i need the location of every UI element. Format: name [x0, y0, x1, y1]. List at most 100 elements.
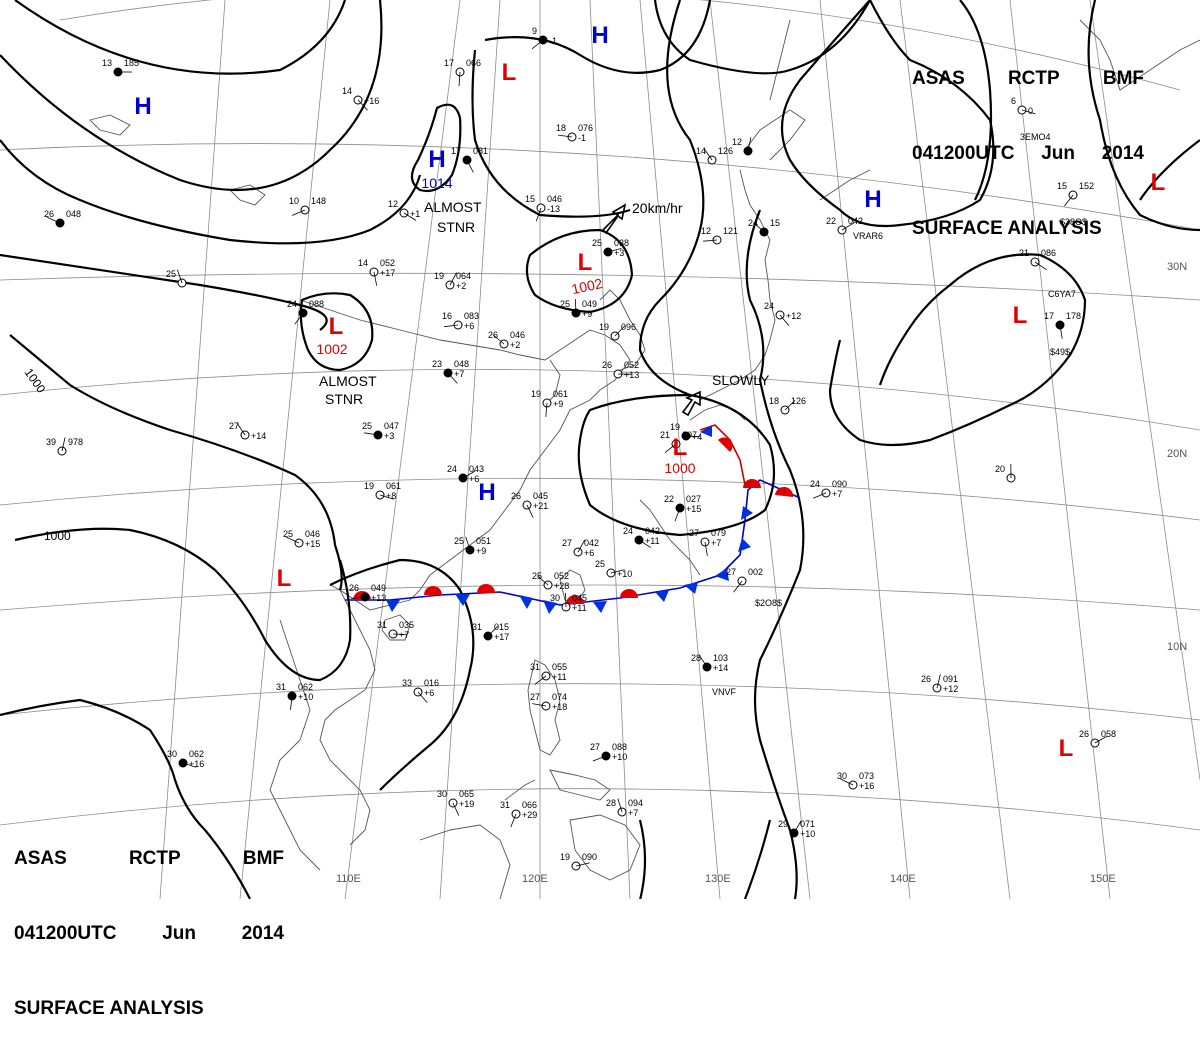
station-pressure: 045: [533, 491, 548, 501]
longitude-label: 110E: [336, 873, 361, 885]
station-temperature: 31: [472, 622, 482, 632]
station-tendency: +18: [552, 702, 567, 712]
station-temperature: 25: [560, 299, 570, 309]
high-center: H: [428, 146, 445, 173]
station-tendency: +13: [371, 593, 386, 603]
station-tendency: +15: [686, 504, 701, 514]
station-pressure: 066: [522, 800, 537, 810]
station-tendency: +19: [459, 799, 474, 809]
stationary-note: STNR: [325, 391, 363, 407]
station-temperature: 27: [229, 421, 239, 431]
low-center: L: [578, 249, 593, 276]
station-temperature: 30: [437, 789, 447, 799]
station-temperature: 25: [362, 421, 372, 431]
station-pressure: 002: [748, 567, 763, 577]
station-pressure: 043: [469, 464, 484, 474]
station-temperature: 28: [606, 798, 616, 808]
station-tendency: -1: [578, 133, 586, 143]
ship-call-sign: $49$: [1050, 347, 1070, 357]
station-temperature: 24: [447, 464, 457, 474]
station-tendency: +1: [410, 209, 420, 219]
header-agency: ASAS: [912, 66, 965, 91]
station-pressure: 148: [311, 196, 326, 206]
station-tendency: +2: [510, 340, 520, 350]
station-temperature: 12: [701, 226, 711, 236]
station-temperature: 17: [444, 58, 454, 68]
station-tendency: +12: [786, 311, 801, 321]
stationary-note: STNR: [437, 219, 475, 235]
station-pressure: 042: [584, 538, 599, 548]
station-tendency: +3: [384, 431, 394, 441]
station-pressure: 185: [124, 58, 139, 68]
station-temperature: 31: [530, 662, 540, 672]
station-temperature: 17: [451, 146, 461, 156]
station-temperature: 31: [276, 682, 286, 692]
station-temperature: 12: [388, 199, 398, 209]
station-temperature: 30: [837, 771, 847, 781]
station-temperature: 16: [442, 311, 452, 321]
station-pressure: 071: [800, 819, 815, 829]
station-temperature: 25: [595, 559, 605, 569]
station-tendency: +10: [617, 569, 632, 579]
station-temperature: 21: [660, 430, 670, 440]
station-pressure: 051: [476, 536, 491, 546]
ship-call-sign: VNVF: [712, 687, 737, 697]
station-tendency: +16: [189, 759, 204, 769]
station-temperature: 39: [46, 437, 56, 447]
station-tendency: +9: [476, 546, 486, 556]
station-temperature: 31: [377, 620, 387, 630]
longitude-label: 130E: [705, 873, 731, 885]
high-center: H: [134, 93, 151, 120]
header-title: SURFACE ANALYSIS: [912, 216, 1144, 241]
station-pressure: 126: [791, 396, 806, 406]
station-pressure: 088: [612, 742, 627, 752]
station-pressure: 027: [686, 494, 701, 504]
station-tendency: +9: [582, 309, 592, 319]
station-tendency: +8: [386, 491, 396, 501]
station-pressure: 015: [494, 622, 509, 632]
station-tendency: +17: [380, 268, 395, 278]
station-temperature: 24: [287, 299, 297, 309]
ship-call-sign: $2O8$: [755, 598, 782, 608]
station-temperature: 25: [283, 529, 293, 539]
station-temperature: 30: [550, 593, 560, 603]
station-tendency: +6: [584, 548, 594, 558]
station-temperature: 10: [289, 196, 299, 206]
header-year: 2014: [1102, 141, 1144, 166]
low-center-value: 1002: [316, 341, 347, 357]
station-pressure: 049: [582, 299, 597, 309]
station-pressure: 052: [624, 360, 639, 370]
station-tendency: +17: [494, 632, 509, 642]
station-tendency: +11: [552, 672, 567, 682]
header-product: BMF: [1103, 66, 1144, 91]
station-tendency: +14: [713, 663, 728, 673]
header-product: BMF: [243, 846, 284, 871]
station-tendency: +28: [554, 581, 569, 591]
station-temperature: 26: [511, 491, 521, 501]
station-temperature: 14: [696, 146, 706, 156]
station-pressure: 178: [1066, 311, 1081, 321]
low-center: L: [673, 434, 688, 461]
station-temperature: 14: [358, 258, 368, 268]
station-temperature: 27: [562, 538, 572, 548]
station-temperature: 17: [1044, 311, 1054, 321]
header-valid-time: 041200UTC: [912, 141, 1014, 166]
station-temperature: 25: [592, 238, 602, 248]
header-year: 2014: [242, 921, 284, 946]
header-station: RCTP: [129, 846, 181, 871]
station-tendency: +10: [612, 752, 627, 762]
station-tendency: +7: [454, 369, 464, 379]
station-temperature: 26: [44, 209, 54, 219]
station-temperature: 19: [364, 481, 374, 491]
station-tendency: +2: [456, 281, 466, 291]
station-pressure: 083: [464, 311, 479, 321]
station-tendency: +7: [832, 489, 842, 499]
station-temperature: 20: [995, 464, 1005, 474]
motion-speed-note: SLOWLY: [712, 372, 770, 388]
station-temperature: 19: [670, 422, 680, 432]
station-temperature: 13: [102, 58, 112, 68]
station-temperature: 26: [1079, 729, 1089, 739]
station-pressure: 094: [628, 798, 643, 808]
station-tendency: +15: [305, 539, 320, 549]
station-temperature: 18: [556, 123, 566, 133]
